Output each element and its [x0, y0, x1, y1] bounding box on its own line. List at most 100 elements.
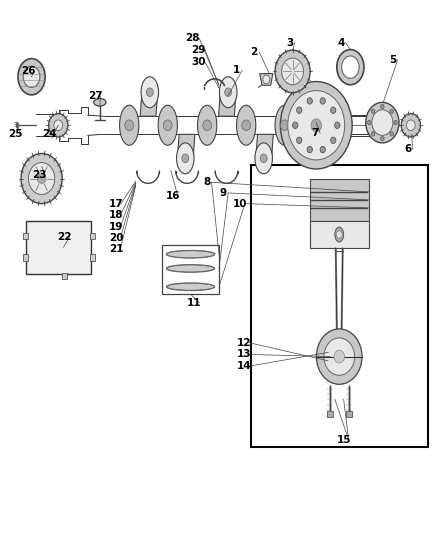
Ellipse shape — [141, 77, 159, 108]
Text: 2: 2 — [251, 47, 258, 57]
Ellipse shape — [23, 66, 40, 87]
Ellipse shape — [337, 50, 364, 85]
Bar — [26, 221, 91, 274]
Text: 23: 23 — [32, 170, 47, 180]
Polygon shape — [219, 92, 236, 116]
Circle shape — [203, 120, 212, 131]
Text: 6: 6 — [405, 144, 412, 154]
Bar — [326, 411, 333, 417]
Circle shape — [125, 120, 134, 131]
Circle shape — [320, 98, 325, 104]
Text: 20: 20 — [109, 233, 124, 243]
Text: 12: 12 — [237, 338, 252, 348]
Ellipse shape — [120, 106, 139, 146]
Circle shape — [381, 136, 384, 141]
Text: 22: 22 — [57, 232, 72, 241]
Circle shape — [163, 120, 172, 131]
Text: 7: 7 — [312, 128, 319, 138]
Circle shape — [311, 119, 321, 132]
Circle shape — [297, 107, 302, 114]
Text: 10: 10 — [233, 199, 247, 208]
Circle shape — [331, 137, 336, 143]
Text: 9: 9 — [220, 188, 227, 198]
Circle shape — [372, 110, 393, 135]
Polygon shape — [140, 92, 158, 116]
Ellipse shape — [166, 251, 215, 258]
Circle shape — [146, 88, 153, 96]
Circle shape — [401, 114, 420, 137]
Ellipse shape — [177, 143, 194, 174]
Text: 27: 27 — [88, 91, 103, 101]
Circle shape — [320, 147, 325, 153]
Circle shape — [182, 154, 189, 163]
Polygon shape — [256, 134, 273, 158]
Text: 14: 14 — [237, 361, 252, 371]
Circle shape — [316, 329, 362, 384]
Circle shape — [390, 109, 393, 114]
Ellipse shape — [342, 56, 359, 78]
Bar — [23, 254, 28, 261]
Bar — [23, 233, 28, 239]
Bar — [251, 165, 428, 447]
Bar — [310, 221, 369, 248]
Ellipse shape — [237, 106, 256, 146]
Bar — [346, 411, 352, 417]
Circle shape — [371, 109, 375, 114]
Circle shape — [334, 350, 344, 363]
Text: 16: 16 — [166, 191, 180, 201]
Circle shape — [275, 50, 310, 93]
Text: 28: 28 — [185, 34, 200, 43]
Circle shape — [381, 104, 384, 109]
Circle shape — [335, 122, 340, 128]
Ellipse shape — [166, 283, 215, 290]
Text: 26: 26 — [21, 67, 36, 76]
Circle shape — [263, 75, 270, 84]
Bar — [90, 233, 95, 239]
Circle shape — [366, 102, 399, 143]
Circle shape — [307, 98, 312, 104]
Circle shape — [297, 137, 302, 143]
Circle shape — [293, 122, 298, 128]
Circle shape — [28, 163, 55, 195]
Text: 15: 15 — [336, 435, 351, 445]
Text: 21: 21 — [109, 244, 124, 254]
Ellipse shape — [198, 106, 217, 146]
Ellipse shape — [219, 77, 237, 108]
Circle shape — [307, 147, 312, 153]
Ellipse shape — [275, 106, 294, 146]
Circle shape — [225, 88, 232, 96]
Bar — [310, 179, 369, 221]
Text: 3: 3 — [286, 38, 293, 47]
Text: 8: 8 — [203, 177, 210, 187]
Text: 18: 18 — [109, 211, 124, 220]
Circle shape — [242, 120, 251, 131]
Text: 29: 29 — [191, 45, 205, 54]
Polygon shape — [177, 134, 195, 158]
Bar — [162, 245, 219, 294]
Text: 5: 5 — [389, 55, 396, 64]
Ellipse shape — [158, 106, 177, 146]
Polygon shape — [260, 74, 273, 85]
Circle shape — [49, 114, 68, 137]
Ellipse shape — [166, 265, 215, 272]
Circle shape — [394, 120, 397, 125]
Text: 19: 19 — [109, 222, 123, 231]
Bar — [62, 273, 67, 279]
Text: 30: 30 — [191, 57, 206, 67]
Bar — [90, 254, 95, 261]
Circle shape — [324, 338, 354, 375]
Circle shape — [282, 58, 304, 85]
Circle shape — [371, 132, 375, 136]
Ellipse shape — [255, 143, 272, 174]
Text: 25: 25 — [8, 130, 23, 139]
Ellipse shape — [335, 227, 343, 242]
Circle shape — [406, 120, 415, 131]
Text: 1: 1 — [233, 66, 240, 75]
Circle shape — [288, 91, 345, 160]
Circle shape — [390, 132, 393, 136]
Ellipse shape — [18, 59, 45, 95]
Circle shape — [280, 120, 289, 131]
Circle shape — [260, 154, 267, 163]
Circle shape — [367, 120, 371, 125]
Text: 13: 13 — [237, 350, 252, 359]
